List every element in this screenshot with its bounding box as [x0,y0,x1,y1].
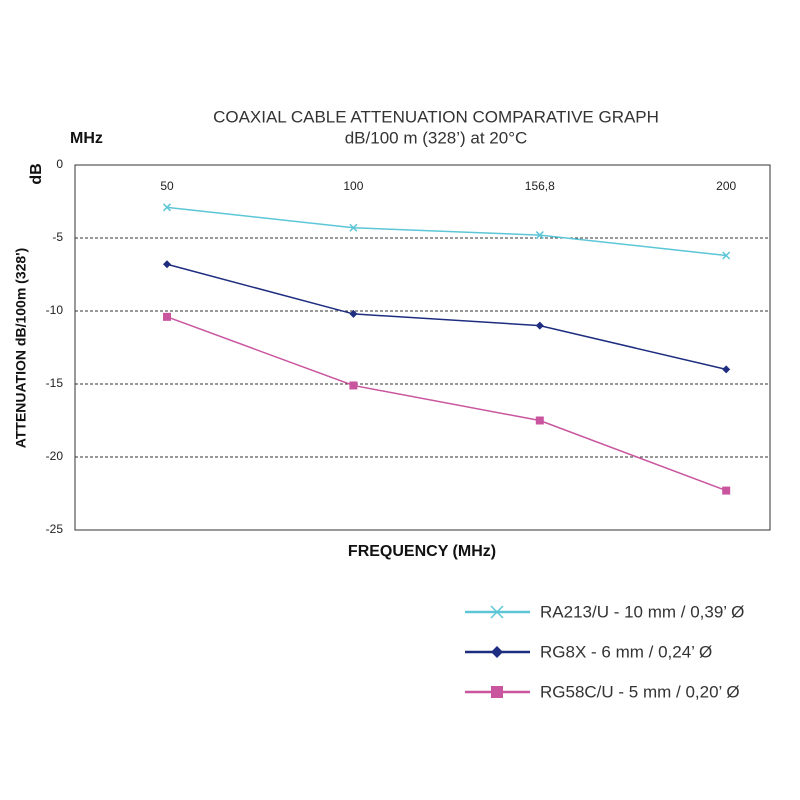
y-axis-label: ATTENUATION dB/100m (328') [13,248,29,448]
marker [349,309,358,318]
marker [535,321,544,330]
marker [162,203,172,212]
marker [163,260,171,269]
y-tick-label: -5 [52,230,63,244]
marker [722,486,731,495]
marker [722,365,731,374]
series-line [166,316,727,492]
marker [535,231,544,240]
legend-label: RA213/U - 10 mm / 0,39’ Ø [540,602,744,621]
marker [163,312,171,321]
legend-label: RG8X - 6 mm / 0,24’ Ø [540,642,712,661]
series-line [166,263,727,371]
marker [349,381,358,390]
series-line [166,206,727,257]
marker [535,416,544,425]
x-axis-label: FREQUENCY (MHz) [348,543,496,560]
y-tick-label: -10 [46,303,64,317]
y-tick-label: -20 [46,449,64,463]
x-unit-label: MHz [70,130,103,147]
legend-marker [491,686,503,698]
y-unit-label: dB [28,163,45,184]
x-tick-label: 50 [160,179,174,193]
y-tick-label: 0 [56,157,63,171]
marker [722,251,731,260]
legend-label: RG58C/U - 5 mm / 0,20’ Ø [540,682,740,701]
legend-marker [490,605,504,619]
x-tick-label: 100 [343,179,363,193]
marker [349,223,358,232]
chart-subtitle: dB/100 m (328’) at 20°C [345,128,528,147]
x-tick-label: 200 [716,179,736,193]
plot-frame [74,164,771,531]
x-tick-label: 156,8 [525,179,555,193]
legend-marker [491,646,503,658]
y-tick-label: -15 [46,376,64,390]
y-tick-label: -25 [46,522,64,536]
chart-title: COAXIAL CABLE ATTENUATION COMPARATIVE GR… [213,107,659,126]
